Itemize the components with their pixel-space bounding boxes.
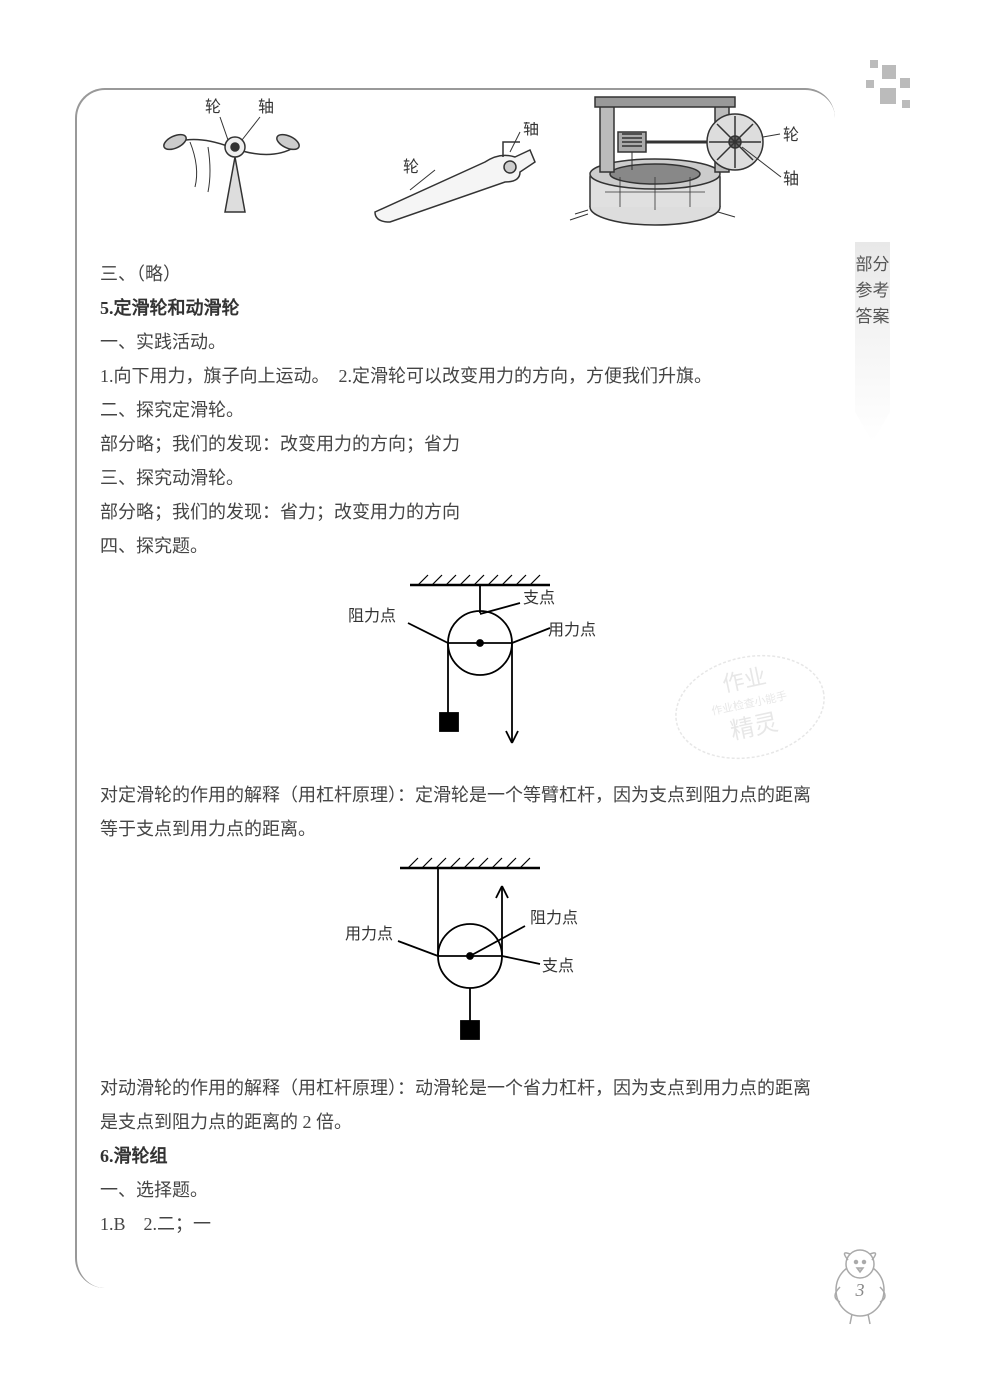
d2-force: 用力点	[345, 925, 393, 943]
d2-fulcrum: 支点	[542, 957, 574, 975]
corner-decoration	[860, 60, 920, 120]
illustration-handlebar: 轮 轴	[140, 92, 320, 237]
line-8: 部分略；我们的发现：改变用力的方向；省力	[100, 427, 820, 461]
line-3: 三、（略）	[100, 257, 820, 291]
page-number-bird: 3	[820, 1242, 900, 1332]
line-9: 三、探究动滑轮。	[100, 461, 820, 495]
line-explanation-movable: 对动滑轮的作用的解释（用杠杆原理）：动滑轮是一个省力杠杆，因为支点到用力点的距离…	[100, 1071, 820, 1139]
stamp-top: 作业	[720, 663, 768, 697]
line-6: 1.向下用力，旗子向上运动。 2.定滑轮可以改变用力的方向，方便我们升旗。	[100, 359, 820, 393]
d2-resistance: 阻力点	[530, 909, 578, 927]
line-11: 四、探究题。	[100, 529, 820, 563]
wrench-wheel-label: 轮	[403, 158, 419, 176]
handlebar-axle-label: 轴	[258, 98, 274, 116]
stamp-mid: 作业检查小能手	[710, 688, 788, 718]
line-7: 二、探究定滑轮。	[100, 393, 820, 427]
d1-fulcrum: 支点	[523, 589, 555, 607]
handlebar-wheel-label: 轮	[205, 98, 221, 116]
main-content: 轮 轴 轮 轴	[100, 92, 820, 1241]
illustration-wrench: 轮 轴	[355, 122, 555, 237]
movable-pulley-svg: 用力点 阻力点 支点	[290, 856, 630, 1056]
well-wheel-label: 轮	[783, 126, 799, 144]
fixed-pulley-svg: 阻力点 支点 用力点	[290, 573, 630, 763]
movable-pulley-diagram: 用力点 阻力点 支点	[100, 856, 820, 1061]
d1-force: 用力点	[548, 621, 596, 639]
wrench-axle-label: 轴	[523, 122, 539, 138]
well-axle-label: 轴	[783, 170, 799, 188]
wrench-svg: 轮 轴	[355, 122, 555, 232]
line-choice-heading: 一、选择题。	[100, 1173, 820, 1207]
section-title-6: 6.滑轮组	[100, 1139, 820, 1173]
illustrations-row: 轮 轴 轮 轴	[100, 92, 820, 237]
d1-resistance: 阻力点	[348, 607, 396, 625]
handlebar-svg: 轮 轴	[140, 92, 320, 232]
line-5: 一、实践活动。	[100, 325, 820, 359]
stamp-bottom: 精灵	[728, 709, 781, 745]
line-explanation-fixed: 对定滑轮的作用的解释（用杠杆原理）：定滑轮是一个等臂杠杆，因为支点到阻力点的距离…	[100, 778, 820, 846]
illustration-well: 轮 轴	[560, 92, 820, 237]
line-10: 部分略；我们的发现：省力；改变用力的方向	[100, 495, 820, 529]
side-tab: 部分参考答案	[855, 242, 890, 442]
side-tab-text: 部分参考答案	[855, 252, 890, 330]
section-title-5: 5.定滑轮和动滑轮	[100, 291, 820, 325]
page-number: 3	[855, 1280, 865, 1300]
line-answers: 1.B 2.二；一	[100, 1207, 820, 1241]
well-svg: 轮 轴	[560, 92, 820, 232]
